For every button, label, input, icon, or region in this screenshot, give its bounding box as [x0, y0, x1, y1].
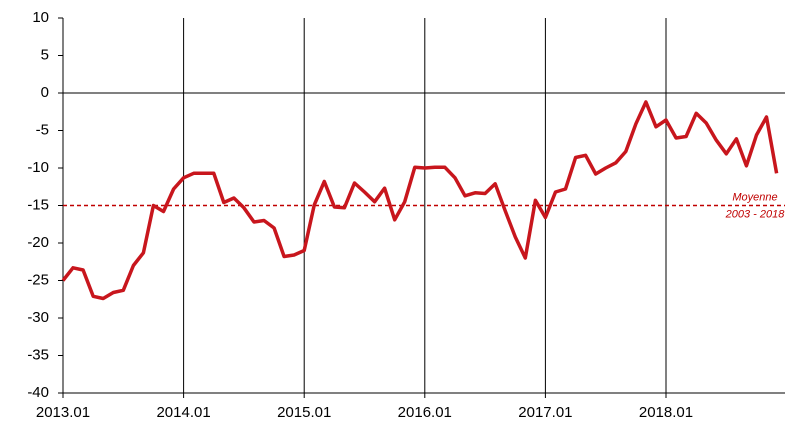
- y-tick-label: -35: [27, 346, 49, 363]
- average-label: Moyenne: [732, 191, 777, 203]
- x-tick-label: 2017.01: [518, 404, 572, 421]
- x-tick-label: 2015.01: [277, 404, 331, 421]
- x-tick-label: 2018.01: [639, 404, 693, 421]
- y-tick-label: 5: [41, 46, 49, 63]
- y-tick-label: 10: [32, 9, 49, 26]
- x-tick-label: 2014.01: [156, 404, 210, 421]
- y-tick-label: -40: [27, 384, 49, 401]
- y-tick-label: -5: [36, 121, 49, 138]
- average-label: 2003 - 2018: [725, 208, 786, 220]
- x-tick-label: 2016.01: [398, 404, 452, 421]
- y-tick-label: -10: [27, 159, 49, 176]
- y-tick-label: -20: [27, 234, 49, 251]
- data-line: [61, 100, 779, 301]
- y-tick-label: -30: [27, 309, 49, 326]
- y-tick-label: -25: [27, 271, 49, 288]
- y-tick-label: 0: [41, 84, 49, 101]
- y-tick-label: -15: [27, 196, 49, 213]
- x-tick-label: 2013.01: [36, 404, 90, 421]
